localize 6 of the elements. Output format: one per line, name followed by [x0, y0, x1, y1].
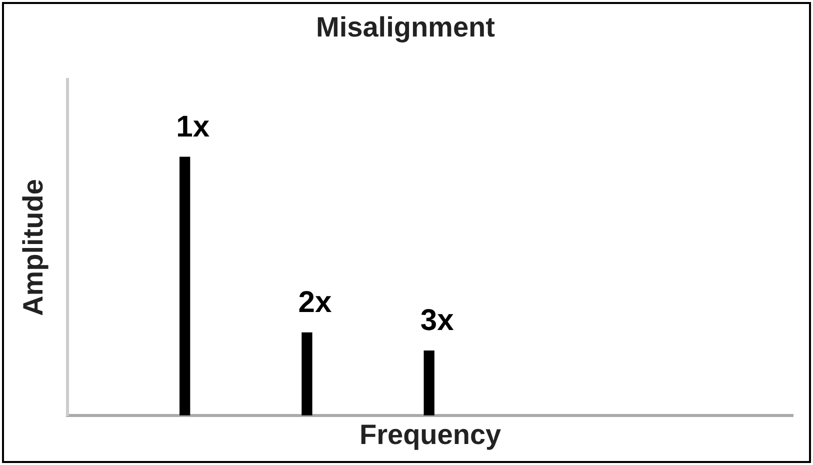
y-axis-title: Amplitude [18, 179, 49, 316]
text: 1x [176, 110, 210, 144]
annotation: 2x [298, 286, 332, 320]
chart-title: Misalignment [316, 12, 495, 43]
x-axis-title: Frequency [359, 418, 502, 450]
annotation: 3x [420, 304, 454, 338]
